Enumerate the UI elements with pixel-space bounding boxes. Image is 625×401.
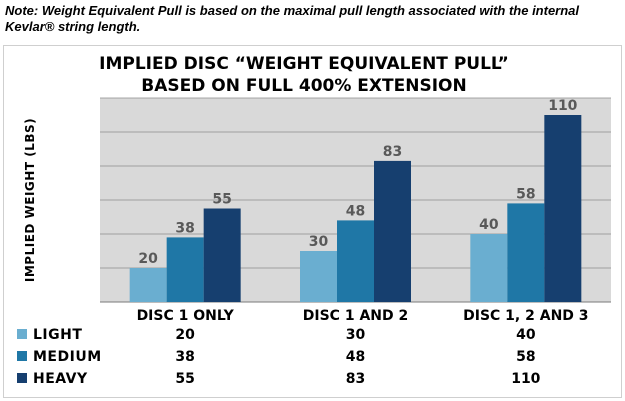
table-value: 58 (516, 349, 535, 365)
legend-label-heavy: HEAVY (33, 371, 88, 387)
legend-swatch-light (17, 329, 27, 339)
chart-title-line-1: IMPLIED DISC “WEIGHT EQUIVALENT PULL” (99, 54, 509, 74)
bar-heavy (374, 160, 411, 302)
bar-medium (507, 203, 545, 302)
data-label: 55 (212, 192, 231, 208)
legend-label-light: LIGHT (33, 327, 82, 343)
table-value: 55 (175, 371, 194, 387)
legend-swatch-medium (17, 351, 27, 361)
data-label: 40 (479, 217, 499, 233)
table-value: 20 (175, 327, 195, 343)
table-value: 110 (511, 371, 540, 387)
bar-heavy (203, 208, 241, 302)
data-label: 58 (516, 186, 535, 202)
bar-heavy (544, 115, 582, 302)
data-label: 30 (309, 234, 329, 250)
chart-title-line-2: BASED ON FULL 400% EXTENSION (141, 76, 467, 96)
data-label: 38 (175, 220, 194, 236)
legend-label-medium: MEDIUM (33, 349, 102, 365)
bar-light (470, 234, 508, 302)
category-label: DISC 1 ONLY (137, 308, 235, 324)
table-value: 48 (346, 349, 365, 365)
legend-swatch-heavy (17, 373, 27, 383)
data-label: 110 (548, 98, 577, 114)
data-label: 48 (346, 203, 365, 219)
table-value: 38 (175, 349, 194, 365)
table-value: 40 (516, 327, 536, 343)
category-label: DISC 1 AND 2 (303, 308, 408, 324)
chart-title: IMPLIED DISC “WEIGHT EQUIVALENT PULL” BA… (40, 53, 568, 97)
data-label: 20 (138, 251, 158, 267)
bar-medium (166, 237, 204, 302)
bar-light (129, 268, 167, 302)
footnote: Note: Weight Equivalent Pull is based on… (5, 3, 580, 34)
table-value: 83 (346, 371, 365, 387)
bar-light (300, 251, 337, 302)
data-label: 83 (383, 144, 402, 160)
bar-medium (337, 220, 374, 302)
table-value: 30 (346, 327, 366, 343)
category-label: DISC 1, 2 AND 3 (463, 308, 588, 324)
